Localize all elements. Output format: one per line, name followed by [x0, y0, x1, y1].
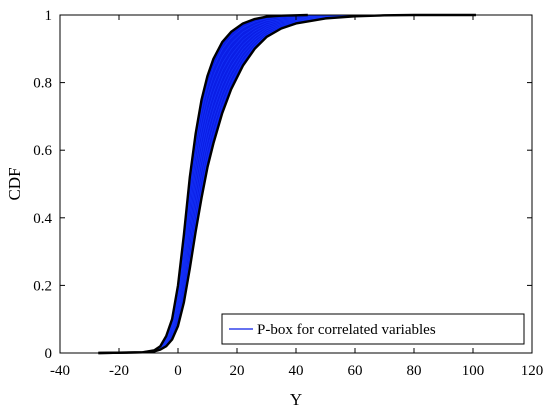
- legend-box: [221, 313, 525, 345]
- x-tick-label: 60: [348, 363, 363, 379]
- x-tick-label: -20: [109, 363, 129, 379]
- y-axis-label: CDF: [5, 167, 24, 200]
- x-tick-label: -40: [50, 363, 70, 379]
- x-tick-label: 0: [174, 363, 182, 379]
- x-tick-label: 40: [289, 363, 304, 379]
- y-tick-label: 0.4: [33, 211, 52, 227]
- y-tick-label: 0: [45, 346, 53, 362]
- x-tick-label: 100: [462, 363, 485, 379]
- y-tick-label: 0.2: [33, 278, 52, 294]
- x-tick-label: 20: [230, 363, 245, 379]
- x-tick-label: 80: [407, 363, 422, 379]
- x-tick-label: 120: [521, 363, 544, 379]
- y-tick-label: 0.6: [33, 143, 52, 159]
- axis-ticks: -40 -20 0 20 40 60 80 100 120 0 0.2 0.4 0.6 0.8 1: [33, 8, 543, 379]
- pbox-upper-bound-line: [98, 13, 308, 355]
- legend-entry-label: P-box for correlated variables: [257, 322, 436, 338]
- pbox-bounds: [98, 13, 476, 355]
- x-axis-label: Y: [290, 390, 302, 409]
- pbox-lower-bound-line: [98, 13, 476, 355]
- legend: P-box for correlated variables: [221, 313, 525, 345]
- y-tick-label: 1: [45, 8, 53, 24]
- y-tick-label: 0.8: [33, 76, 52, 92]
